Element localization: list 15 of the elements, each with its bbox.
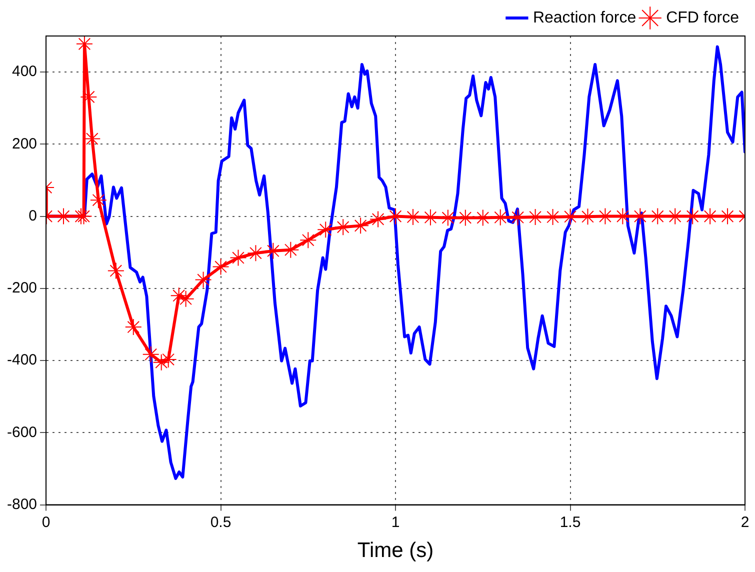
x-tick-label: 2: [740, 514, 750, 531]
y-tick-label: -400: [6, 352, 38, 369]
x-axis-title: Time (s): [357, 539, 434, 562]
y-tick-label: -200: [6, 280, 38, 297]
legend-label: Reaction force: [532, 9, 636, 26]
y-tick-label: -800: [6, 496, 38, 513]
x-tick-label: 1.5: [560, 514, 581, 531]
x-tick-label: 0: [42, 514, 50, 531]
y-tick-label: 200: [12, 135, 38, 152]
legend-label: CFD force: [666, 9, 740, 26]
x-tick-label: 0.5: [210, 514, 232, 531]
x-tick-label: 1: [391, 514, 400, 531]
y-tick-label: -600: [6, 424, 38, 441]
y-tick-label: 0: [28, 207, 38, 224]
y-tick-label: 400: [12, 63, 38, 80]
